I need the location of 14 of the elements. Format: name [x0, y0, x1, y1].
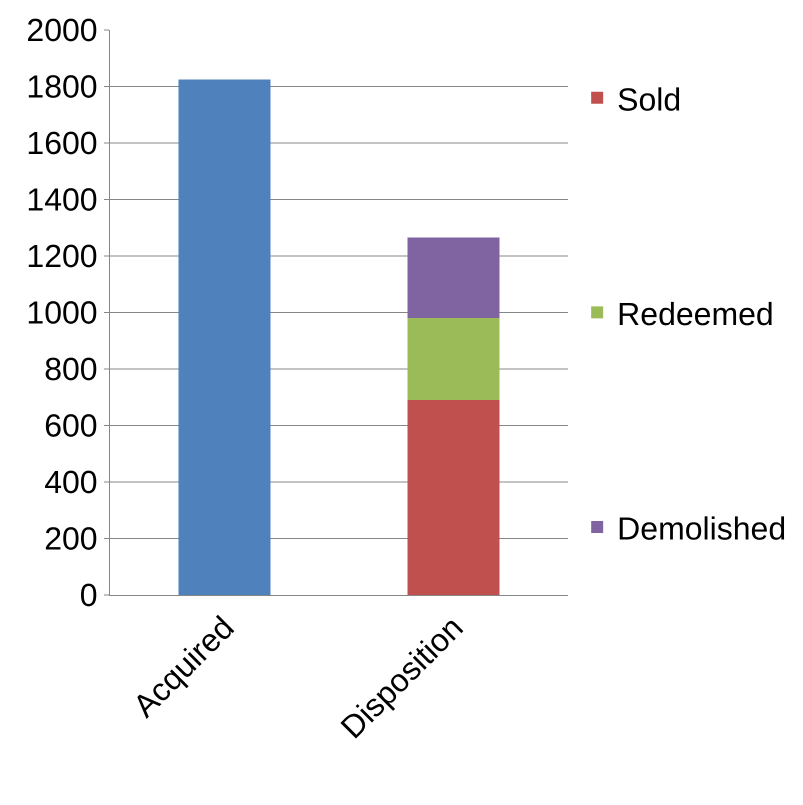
y-tick-label: 1600 [26, 125, 98, 162]
y-tick-label: 1800 [26, 68, 98, 105]
y-tick-label: 800 [44, 351, 98, 388]
y-tick-label: 1200 [26, 238, 98, 274]
y-tick-label: 0 [80, 577, 98, 614]
y-tick-label: 200 [44, 520, 98, 557]
y-tick-label: 400 [44, 464, 98, 500]
y-tick-label: 1000 [26, 294, 98, 331]
legend-label: Sold [617, 81, 682, 118]
y-tick-label: 600 [44, 408, 98, 444]
y-tick-label: 2000 [26, 12, 98, 48]
legend-label: Demolished [617, 510, 786, 546]
legend-label: Redeemed [617, 296, 774, 332]
y-tick-label: 1400 [26, 182, 98, 218]
